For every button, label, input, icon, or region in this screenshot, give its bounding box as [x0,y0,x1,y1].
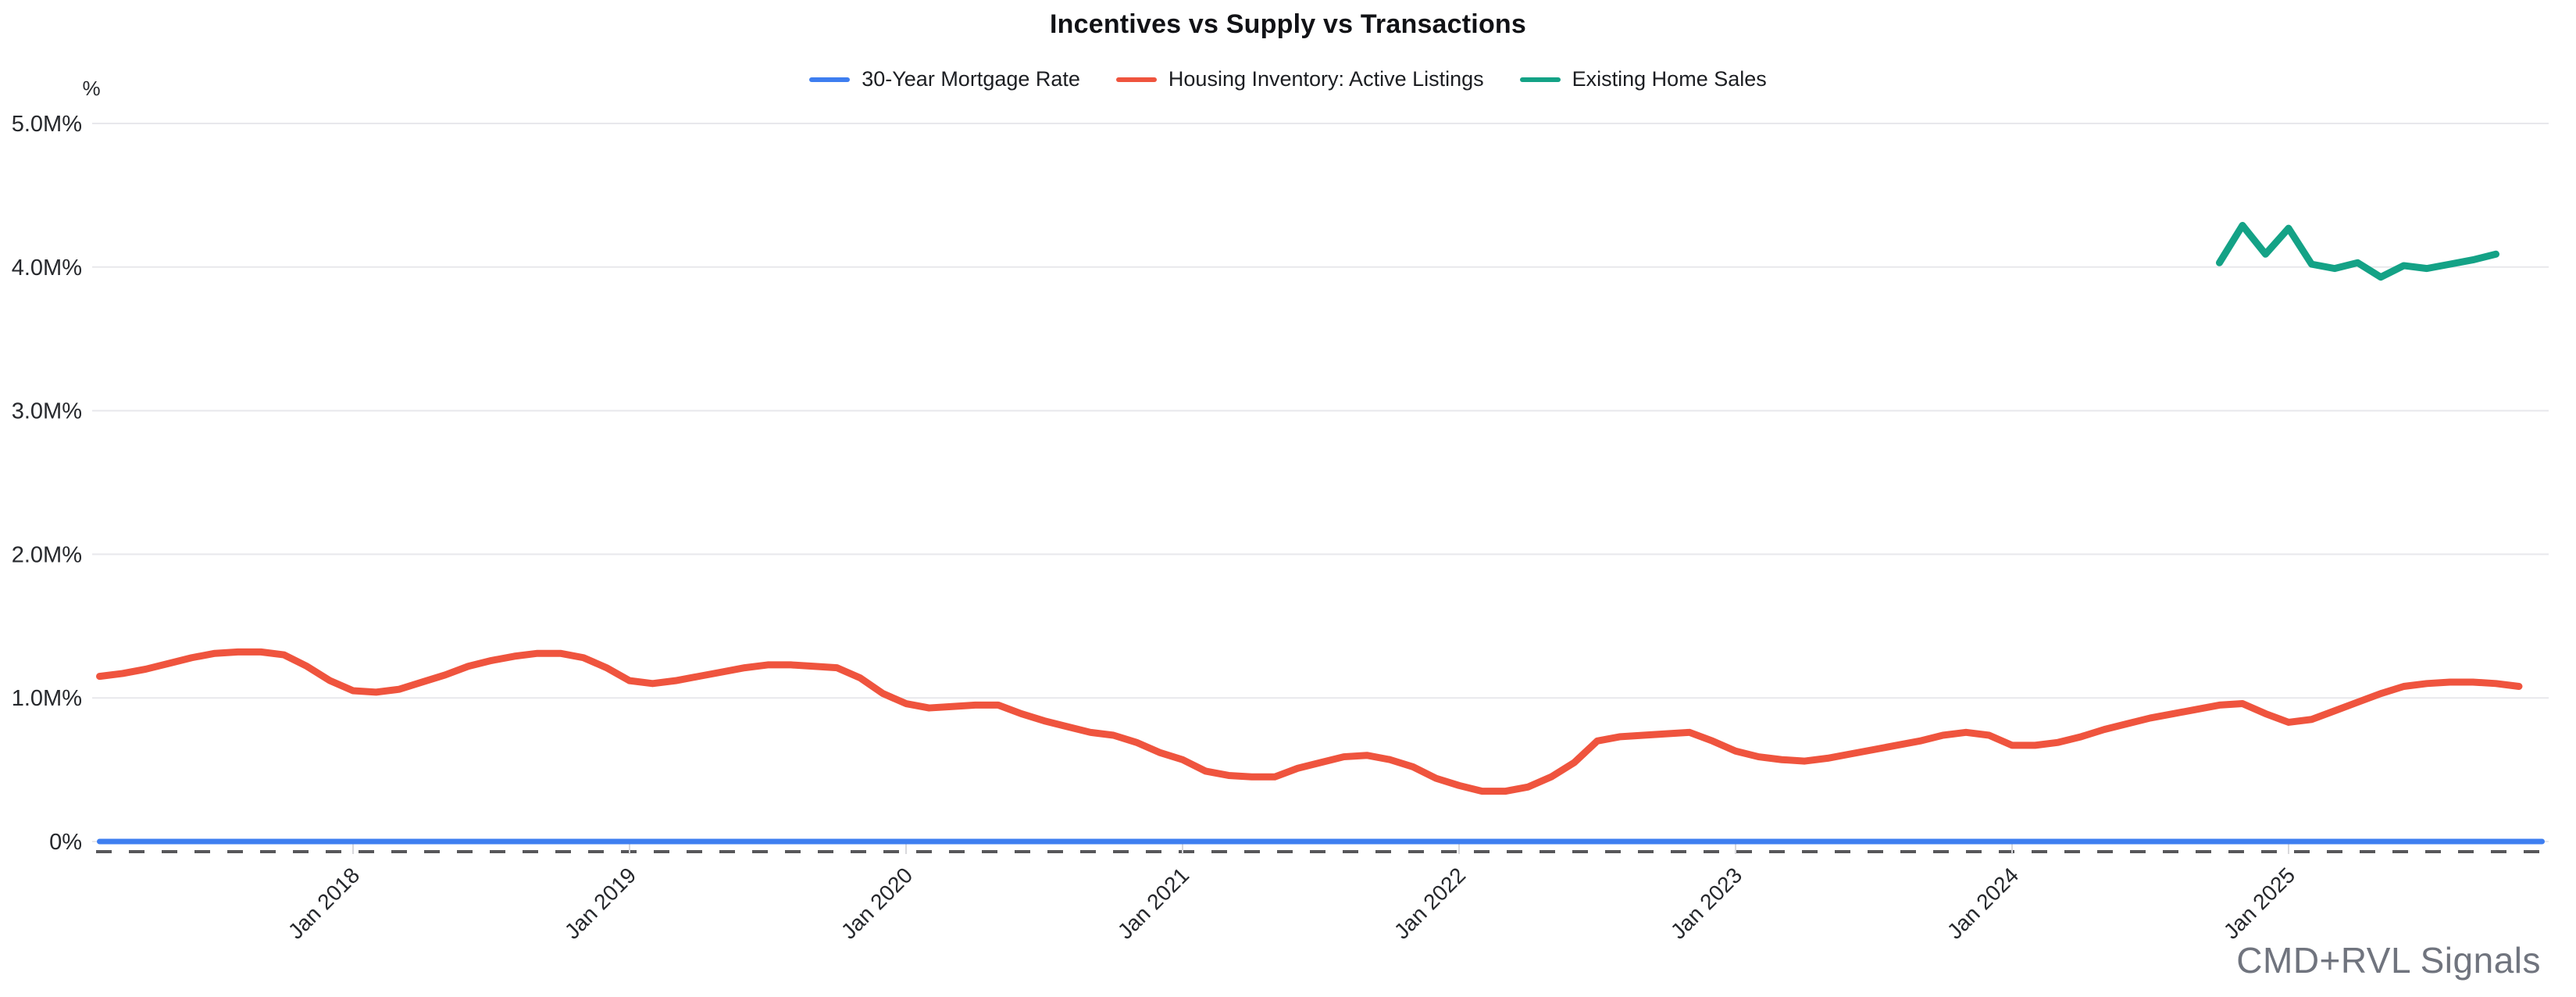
chart-title: Incentives vs Supply vs Transactions [1049,9,1526,39]
legend-item-1[interactable]: Housing Inventory: Active Listings [1115,67,1484,91]
legend-label: Existing Home Sales [1572,67,1767,91]
y-axis-tick-label: 1.0M% [12,686,82,711]
legend-label: Housing Inventory: Active Listings [1168,67,1484,91]
y-axis-unit-label: % [82,77,100,100]
x-axis-tick-label: Jan 2022 [1390,863,1470,943]
series-line-2 [2216,221,2499,281]
series-line-1 [96,648,2523,795]
legend-swatch-icon [1115,77,1157,82]
legend-swatch-icon [1519,77,1561,82]
x-axis-tick-label: Jan 2019 [560,863,640,943]
x-axis-tick-label: Jan 2020 [837,863,917,943]
x-axis-tick-label: Jan 2024 [1943,863,2023,943]
x-axis-tick-label: Jan 2025 [2219,863,2299,943]
y-axis-tick-label: 4.0M% [12,256,82,281]
legend-swatch-icon [809,77,851,82]
x-axis-tick-label: Jan 2021 [1113,863,1193,943]
y-axis-tick-label: 5.0M% [12,112,82,137]
legend-label: 30-Year Mortgage Rate [862,67,1080,91]
y-axis-tick-label: 2.0M% [12,542,82,567]
legend: 30-Year Mortgage Rate Housing Inventory: … [0,67,2576,91]
legend-item-0[interactable]: 30-Year Mortgage Rate [809,67,1080,91]
legend-item-2[interactable]: Existing Home Sales [1519,67,1767,91]
y-axis-tick-label: 0% [49,830,82,855]
x-axis-tick-label: Jan 2018 [284,863,364,943]
x-axis-tick-label: Jan 2023 [1666,863,1746,943]
watermark: CMD+RVL Signals [2236,940,2541,981]
y-axis-tick-label: 3.0M% [12,399,82,424]
